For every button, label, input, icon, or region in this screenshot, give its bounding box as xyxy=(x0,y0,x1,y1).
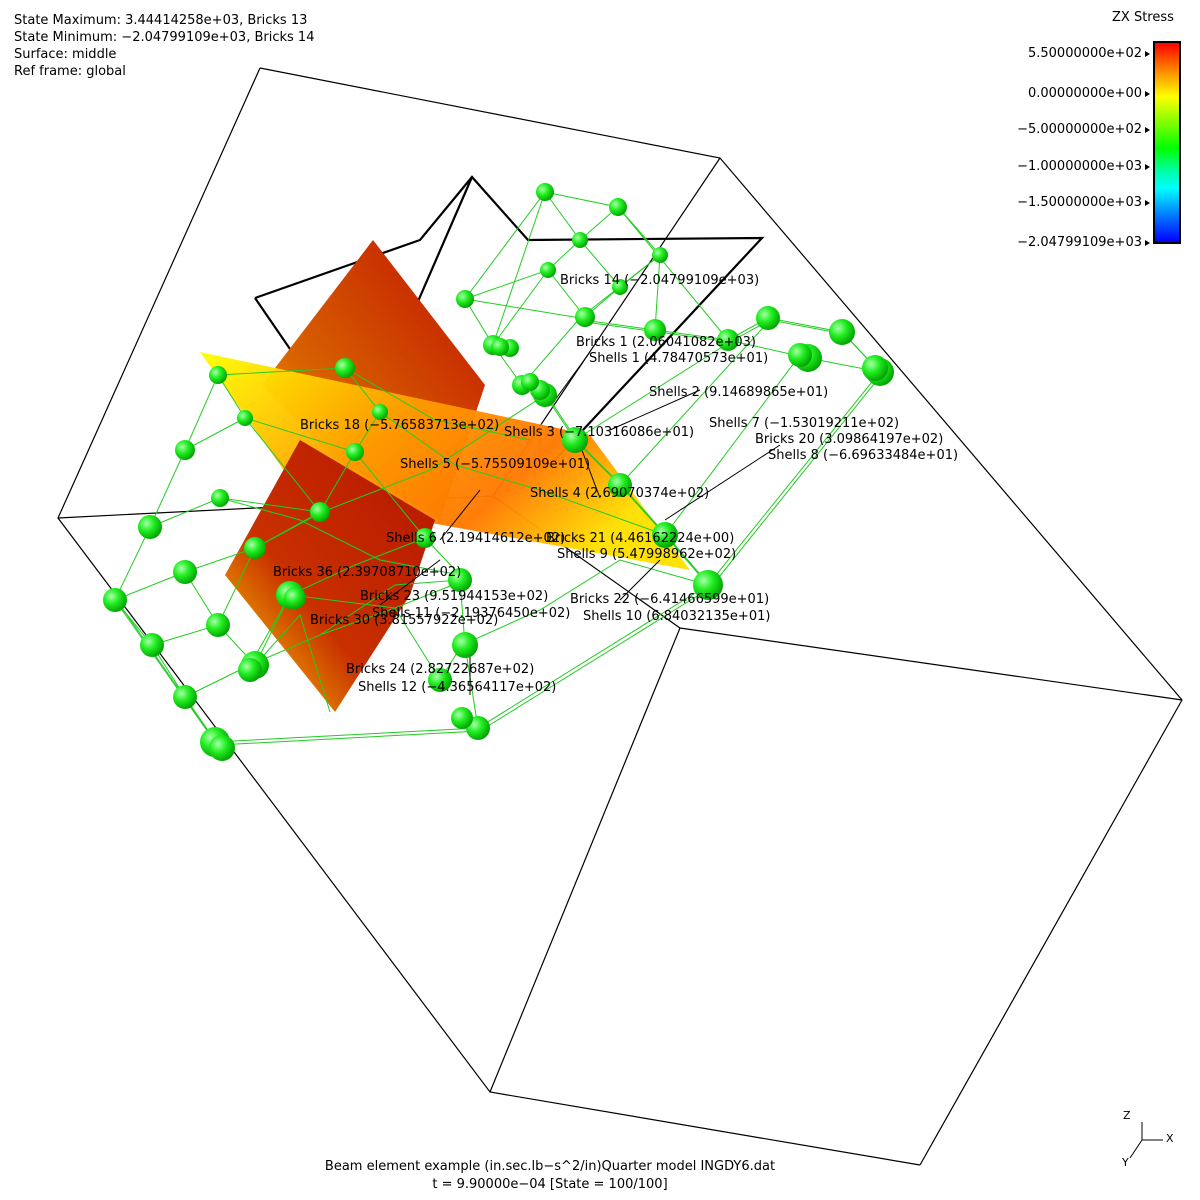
footer-time: t = 9.90000e−04 [State = 100/100] xyxy=(432,1177,668,1192)
mesh-node xyxy=(644,319,666,341)
element-value-label: Shells 3 (−7.10316086e+01) xyxy=(504,425,694,440)
mesh-node xyxy=(206,613,230,637)
mesh-node xyxy=(310,502,330,522)
mesh-node xyxy=(717,329,739,351)
mesh-node xyxy=(103,588,127,612)
node-group xyxy=(103,183,894,761)
legend-tick: −5.00000000e+02 xyxy=(1017,122,1150,137)
element-value-label: Bricks 18 (−5.76583713e+02) xyxy=(300,418,499,433)
mesh-node xyxy=(335,358,355,378)
mesh-node xyxy=(756,306,780,330)
axis-y-label: Y xyxy=(1121,1156,1129,1169)
legend-title: ZX Stress xyxy=(1112,10,1174,25)
element-value-label: Bricks 1 (2.06041082e+03) xyxy=(576,335,756,350)
element-value-label: Bricks 23 (9.51944153e+02) xyxy=(360,589,548,604)
mesh-node xyxy=(653,523,677,547)
mesh-node xyxy=(562,427,588,453)
mesh-node xyxy=(372,404,388,420)
axis-triad: Z X Y xyxy=(1121,1109,1174,1169)
legend-tick: −1.00000000e+03 xyxy=(1017,159,1150,174)
element-value-label: Bricks 30 (3.81557922e+02) xyxy=(310,613,498,628)
axis-z-label: Z xyxy=(1123,1109,1131,1122)
mesh-node xyxy=(237,410,253,426)
ref-frame-label: Ref frame: global xyxy=(14,64,126,79)
mesh-node xyxy=(788,343,812,367)
element-value-label: Bricks 14 (−2.04799109e+03) xyxy=(560,273,759,288)
mesh-node xyxy=(540,262,556,278)
footer-title: Beam element example (in.sec.lb−s^2/in)Q… xyxy=(324,1159,776,1174)
element-value-label: Shells 11 (−2.19376450e+02) xyxy=(372,606,570,621)
mesh-node xyxy=(209,735,235,761)
mesh-node xyxy=(175,440,195,460)
element-value-label: Shells 6 (2.19414612e+02) xyxy=(386,531,565,546)
element-value-label: Bricks 20 (3.09864197e+02) xyxy=(755,432,943,447)
mesh-node xyxy=(415,528,435,548)
label-leader-lines xyxy=(379,351,781,695)
legend-tick: −1.50000000e+03 xyxy=(1017,195,1150,210)
mesh-node xyxy=(138,515,162,539)
element-value-label: Bricks 21 (4.46162224e+00) xyxy=(546,531,734,546)
surface-label: Surface: middle xyxy=(14,47,117,62)
mesh-node xyxy=(608,473,632,497)
element-value-label: Bricks 36 (2.39708710e+02) xyxy=(273,565,461,580)
mesh-node xyxy=(140,633,164,657)
mesh-node xyxy=(173,685,197,709)
element-value-label: Shells 5 (−5.75509109e+01) xyxy=(400,457,590,472)
mesh-node xyxy=(211,489,229,507)
mesh-node xyxy=(238,658,262,682)
mesh-node xyxy=(693,570,723,600)
stress-surface-flat xyxy=(200,352,690,570)
mesh-node xyxy=(575,307,595,327)
element-value-label: Bricks 22 (−6.41466599e+01) xyxy=(570,592,769,607)
element-label-group: Bricks 14 (−2.04799109e+03) Bricks 1 (2.0… xyxy=(273,273,958,695)
mesh-node xyxy=(173,560,197,584)
mesh-node xyxy=(862,355,888,381)
state-maximum: State Maximum: 3.44414258e+03, Bricks 13 xyxy=(14,13,308,28)
mesh-node xyxy=(612,279,628,295)
element-value-label: Bricks 24 (2.82722687e+02) xyxy=(346,662,534,677)
mesh-node xyxy=(346,443,364,461)
mesh-node xyxy=(244,537,266,559)
legend-tick: −2.04799109e+03 xyxy=(1017,235,1150,250)
mesh-node xyxy=(428,668,452,692)
element-value-label: Shells 9 (5.47998962e+02) xyxy=(557,547,736,562)
element-value-label: Shells 1 (4.78470573e+01) xyxy=(589,351,768,366)
element-value-label: Shells 12 (−4.36564117e+02) xyxy=(358,680,556,695)
mesh-node xyxy=(521,373,539,391)
mesh-node xyxy=(491,338,509,356)
mesh-node xyxy=(284,587,306,609)
state-info-panel: State Maximum: 3.44414258e+03, Bricks 13… xyxy=(14,12,314,80)
legend-tick: 5.50000000e+02 xyxy=(1028,46,1150,61)
legend-tick: 0.00000000e+00 xyxy=(1028,86,1150,101)
mesh-node xyxy=(451,707,473,729)
element-value-label: Shells 10 (6.84032135e+01) xyxy=(583,609,770,624)
mesh-node xyxy=(456,290,474,308)
axis-x-label: X xyxy=(1166,1132,1174,1145)
element-value-label: Shells 7 (−1.53019211e+02) xyxy=(709,416,899,431)
element-value-label: Shells 8 (−6.69633484e+01) xyxy=(768,448,958,463)
element-value-label: Shells 2 (9.14689865e+01) xyxy=(649,385,828,400)
state-minimum: State Minimum: −2.04799109e+03, Bricks 1… xyxy=(14,30,315,45)
mesh-node xyxy=(209,366,227,384)
element-value-label: Shells 4 (2.69070374e+02) xyxy=(530,486,709,501)
mesh-node xyxy=(652,247,668,263)
mesh-node xyxy=(572,232,588,248)
mesh-node xyxy=(448,568,472,592)
color-bar xyxy=(1153,41,1181,244)
mesh-node xyxy=(609,198,627,216)
mesh-node xyxy=(536,183,554,201)
mesh-node xyxy=(829,319,855,345)
mesh-node xyxy=(452,632,478,658)
